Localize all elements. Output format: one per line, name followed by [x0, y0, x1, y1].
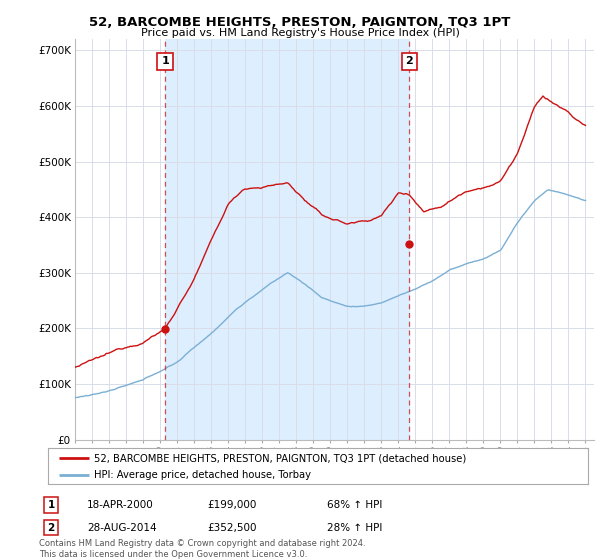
Text: 18-APR-2000: 18-APR-2000: [87, 500, 154, 510]
Text: HPI: Average price, detached house, Torbay: HPI: Average price, detached house, Torb…: [94, 470, 311, 480]
Text: 52, BARCOMBE HEIGHTS, PRESTON, PAIGNTON, TQ3 1PT (detached house): 52, BARCOMBE HEIGHTS, PRESTON, PAIGNTON,…: [94, 453, 466, 463]
Text: 28-AUG-2014: 28-AUG-2014: [87, 522, 157, 533]
Text: 1: 1: [47, 500, 55, 510]
Text: 68% ↑ HPI: 68% ↑ HPI: [327, 500, 382, 510]
Text: Price paid vs. HM Land Registry's House Price Index (HPI): Price paid vs. HM Land Registry's House …: [140, 28, 460, 38]
Text: £352,500: £352,500: [207, 522, 257, 533]
Text: 1: 1: [161, 57, 169, 67]
Text: 2: 2: [47, 522, 55, 533]
Text: 28% ↑ HPI: 28% ↑ HPI: [327, 522, 382, 533]
Text: 2: 2: [406, 57, 413, 67]
Text: £199,000: £199,000: [207, 500, 256, 510]
Bar: [165, 39, 409, 440]
Text: 52, BARCOMBE HEIGHTS, PRESTON, PAIGNTON, TQ3 1PT: 52, BARCOMBE HEIGHTS, PRESTON, PAIGNTON,…: [89, 16, 511, 29]
Text: Contains HM Land Registry data © Crown copyright and database right 2024.
This d: Contains HM Land Registry data © Crown c…: [39, 539, 365, 559]
